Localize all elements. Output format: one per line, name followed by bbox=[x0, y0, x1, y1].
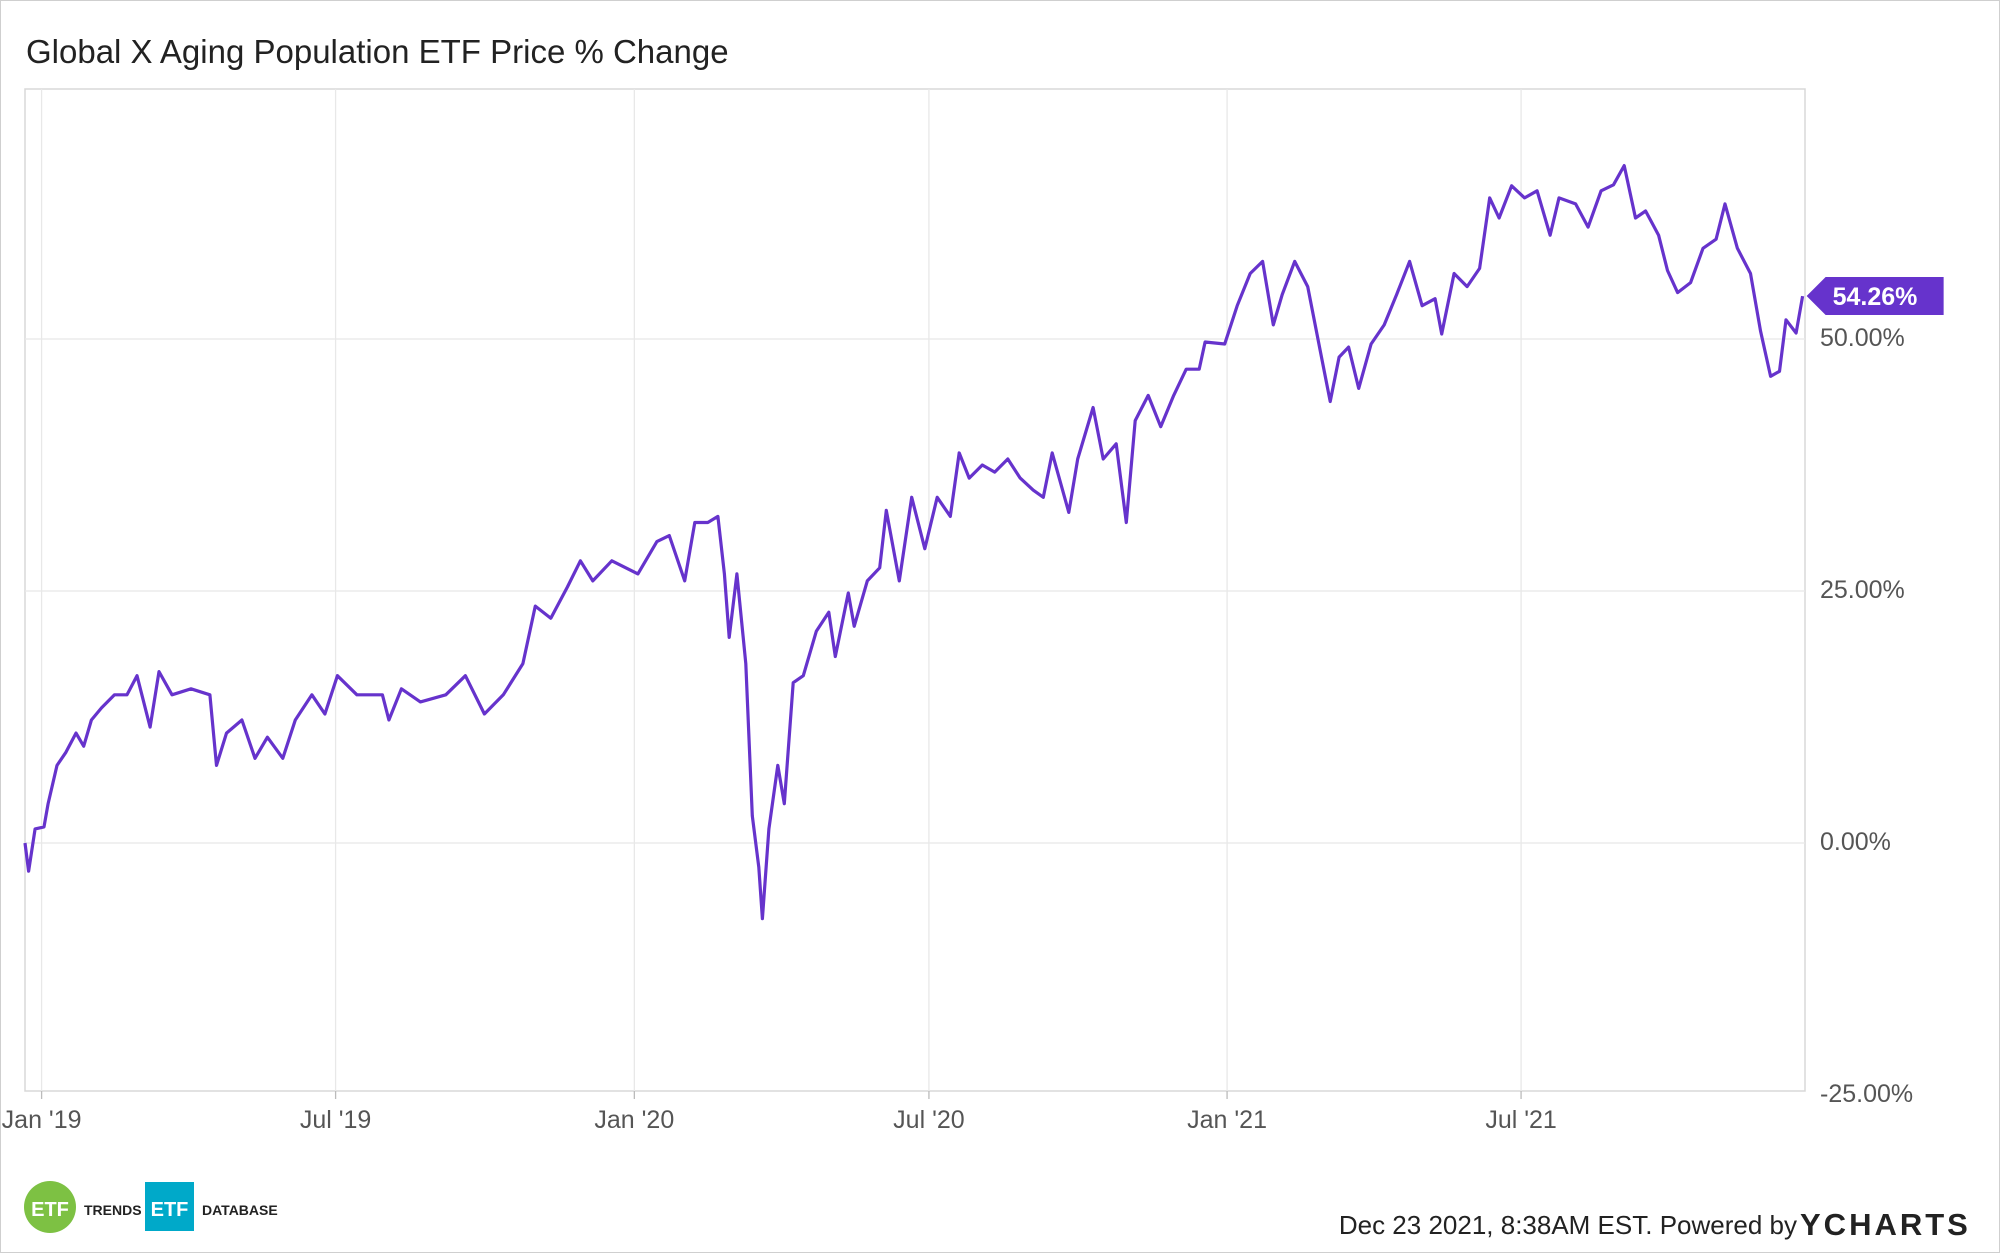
ycharts-logo[interactable]: YCHARTS bbox=[1800, 1207, 1971, 1242]
etf-trends-mark: ETF bbox=[31, 1199, 69, 1221]
y-tick-label: 50.00% bbox=[1820, 324, 1905, 352]
etf-database-text: DATABASE bbox=[202, 1202, 278, 1218]
etf-trends-circle-icon bbox=[24, 1181, 76, 1233]
etf-database-mark: ETF bbox=[151, 1199, 189, 1221]
last-value-badge-shape bbox=[1806, 277, 1944, 316]
x-tick-label: Jan '20 bbox=[594, 1106, 674, 1134]
y-tick-label: 25.00% bbox=[1820, 576, 1905, 604]
x-tick-label: Jul '19 bbox=[300, 1106, 371, 1134]
x-tick-label: Jul '20 bbox=[893, 1106, 964, 1134]
x-tick-label: Jan '21 bbox=[1187, 1106, 1267, 1134]
etf-database-square-icon bbox=[145, 1182, 194, 1231]
y-tick-label: 0.00% bbox=[1820, 828, 1891, 856]
etf-trends-text: TRENDS bbox=[84, 1202, 142, 1218]
x-axis: Jan '19 Jul '19 Jan '20 Jul '20 Jan '21 Jul '… bbox=[2, 1091, 1557, 1134]
x-tick-label: Jan '19 bbox=[2, 1106, 82, 1134]
y-tick-label: -25.00% bbox=[1820, 1080, 1913, 1108]
footer-timestamp: Dec 23 2021, 8:38AM EST. Powered by bbox=[1339, 1210, 1797, 1240]
etf-trends-logo[interactable]: ETF TRENDS bbox=[24, 1181, 142, 1233]
series-line bbox=[23, 164, 1805, 921]
last-value-badge: 54.26% bbox=[1806, 277, 1944, 316]
chart-title: Global X Aging Population ETF Price % Ch… bbox=[26, 33, 729, 70]
etf-database-logo[interactable]: ETF DATABASE bbox=[145, 1182, 278, 1231]
last-value-label: 54.26% bbox=[1833, 283, 1918, 311]
x-tick-label: Jul '21 bbox=[1485, 1106, 1556, 1134]
y-axis: 50.00% 25.00% 0.00% -25.00% bbox=[1820, 324, 1913, 1108]
gridlines bbox=[25, 89, 1805, 1091]
plot-area bbox=[24, 88, 1806, 1092]
